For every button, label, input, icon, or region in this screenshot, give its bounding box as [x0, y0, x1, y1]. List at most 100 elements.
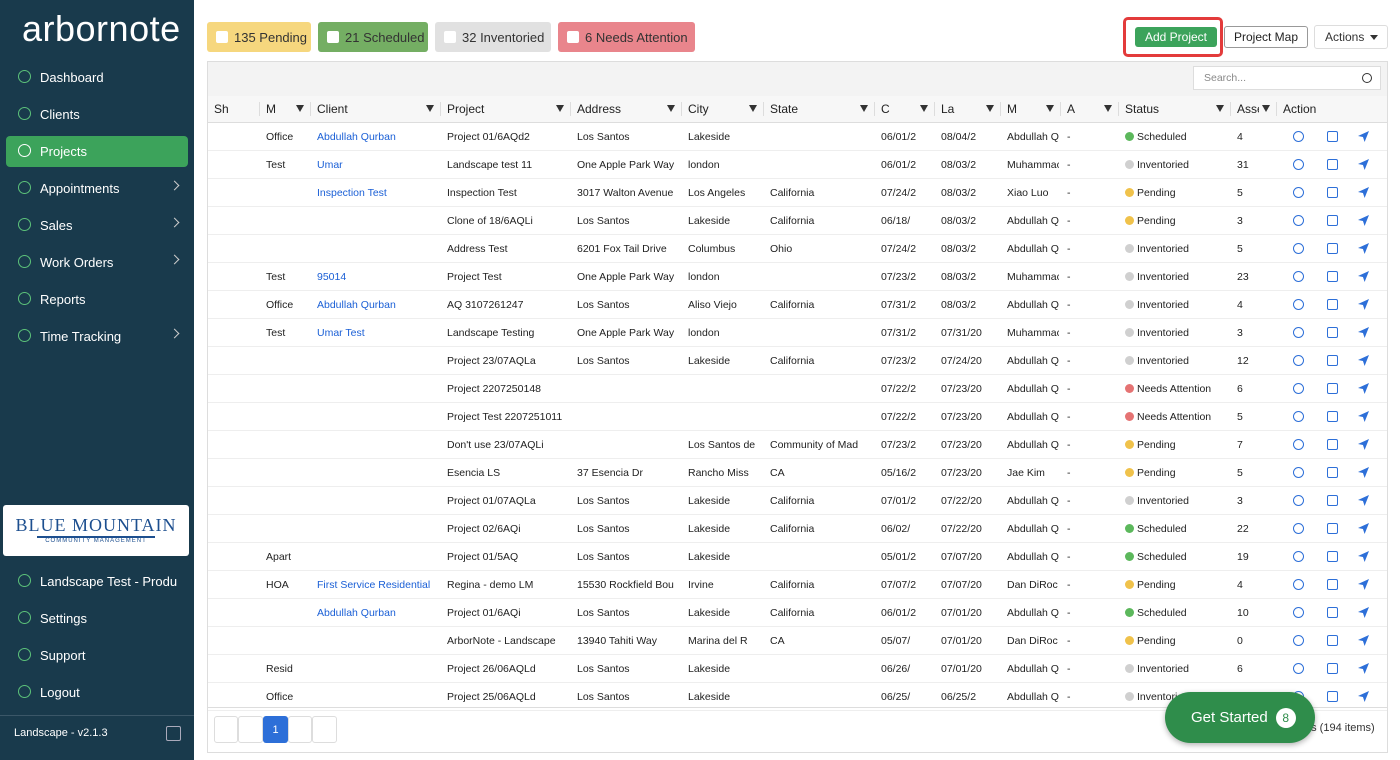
view-icon[interactable] — [1293, 131, 1304, 142]
schedule-icon[interactable] — [1327, 131, 1338, 142]
view-icon[interactable] — [1293, 523, 1304, 534]
view-icon[interactable] — [1293, 439, 1304, 450]
nav-item[interactable]: Clients — [6, 99, 188, 130]
column-header[interactable]: Asse — [1237, 102, 1259, 116]
client-link[interactable]: Abdullah Qurban — [317, 131, 396, 143]
view-icon[interactable] — [1293, 607, 1304, 618]
schedule-icon[interactable] — [1327, 243, 1338, 254]
schedule-icon[interactable] — [1327, 411, 1338, 422]
send-icon[interactable] — [1358, 495, 1369, 506]
schedule-icon[interactable] — [1327, 467, 1338, 478]
schedule-icon[interactable] — [1327, 159, 1338, 170]
send-icon[interactable] — [1358, 187, 1369, 198]
view-icon[interactable] — [1293, 215, 1304, 226]
schedule-icon[interactable] — [1327, 271, 1338, 282]
nav-item[interactable]: Support — [6, 640, 188, 671]
filter-icon[interactable] — [986, 105, 994, 112]
schedule-icon[interactable] — [1327, 299, 1338, 310]
send-icon[interactable] — [1358, 691, 1369, 702]
filter-icon[interactable] — [749, 105, 757, 112]
send-icon[interactable] — [1358, 383, 1369, 394]
send-icon[interactable] — [1358, 579, 1369, 590]
client-link[interactable]: Abdullah Qurban — [317, 299, 396, 311]
column-header[interactable]: Sh — [214, 102, 229, 116]
filter-icon[interactable] — [667, 105, 675, 112]
status-filter[interactable]: 32 Inventoried — [435, 22, 551, 52]
send-icon[interactable] — [1358, 607, 1369, 618]
schedule-icon[interactable] — [1327, 551, 1338, 562]
view-icon[interactable] — [1293, 383, 1304, 394]
nav-item[interactable]: Projects — [6, 136, 188, 167]
column-header[interactable]: Address — [577, 102, 622, 116]
nav-item[interactable]: Time Tracking — [6, 321, 188, 352]
get-started-button[interactable]: Get Started 8 — [1165, 692, 1315, 743]
actions-button[interactable]: Actions — [1314, 25, 1388, 49]
nav-item[interactable]: Work Orders — [6, 247, 188, 278]
send-icon[interactable] — [1358, 635, 1369, 646]
pager-first[interactable] — [214, 716, 238, 743]
view-icon[interactable] — [1293, 663, 1304, 674]
view-icon[interactable] — [1293, 411, 1304, 422]
filter-icon[interactable] — [920, 105, 928, 112]
collapse-button[interactable] — [166, 726, 181, 741]
pager-last[interactable] — [312, 716, 337, 743]
send-icon[interactable] — [1358, 439, 1369, 450]
filter-icon[interactable] — [556, 105, 564, 112]
view-icon[interactable] — [1293, 299, 1304, 310]
send-icon[interactable] — [1358, 411, 1369, 422]
view-icon[interactable] — [1293, 271, 1304, 282]
filter-icon[interactable] — [1104, 105, 1112, 112]
column-header[interactable]: Status — [1125, 102, 1160, 116]
column-header[interactable]: M — [266, 102, 276, 116]
view-icon[interactable] — [1293, 635, 1304, 646]
add-project-button[interactable]: Add Project — [1135, 27, 1217, 47]
pager-next[interactable] — [288, 716, 312, 743]
nav-item[interactable]: Reports — [6, 284, 188, 315]
schedule-icon[interactable] — [1327, 663, 1338, 674]
pager-page[interactable]: 1 — [263, 716, 288, 743]
view-icon[interactable] — [1293, 327, 1304, 338]
pager-prev[interactable] — [238, 716, 263, 743]
schedule-icon[interactable] — [1327, 187, 1338, 198]
nav-item[interactable]: Dashboard — [6, 62, 188, 93]
filter-icon[interactable] — [860, 105, 868, 112]
schedule-icon[interactable] — [1327, 383, 1338, 394]
view-icon[interactable] — [1293, 579, 1304, 590]
column-header[interactable]: M — [1007, 102, 1017, 116]
status-filter[interactable]: 6 Needs Attention — [558, 22, 695, 52]
view-icon[interactable] — [1293, 159, 1304, 170]
send-icon[interactable] — [1358, 523, 1369, 534]
send-icon[interactable] — [1358, 159, 1369, 170]
company-switcher[interactable]: Landscape Test - Produ — [6, 566, 188, 597]
client-link[interactable]: Inspection Test — [317, 187, 387, 199]
schedule-icon[interactable] — [1327, 439, 1338, 450]
logo[interactable]: arbornote — [22, 8, 181, 49]
status-filter[interactable]: 135 Pending — [207, 22, 311, 52]
client-link[interactable]: First Service Residential — [317, 579, 431, 591]
send-icon[interactable] — [1358, 215, 1369, 226]
send-icon[interactable] — [1358, 355, 1369, 366]
view-icon[interactable] — [1293, 495, 1304, 506]
view-icon[interactable] — [1293, 355, 1304, 366]
column-header[interactable]: Client — [317, 102, 348, 116]
client-link[interactable]: Umar Test — [317, 327, 365, 339]
nav-item[interactable]: Appointments — [6, 173, 188, 204]
send-icon[interactable] — [1358, 131, 1369, 142]
view-icon[interactable] — [1293, 551, 1304, 562]
schedule-icon[interactable] — [1327, 355, 1338, 366]
send-icon[interactable] — [1358, 299, 1369, 310]
nav-item[interactable]: Settings — [6, 603, 188, 634]
schedule-icon[interactable] — [1327, 215, 1338, 226]
filter-icon[interactable] — [426, 105, 434, 112]
column-header[interactable]: A — [1067, 102, 1076, 116]
send-icon[interactable] — [1358, 663, 1369, 674]
client-link[interactable]: 95014 — [317, 271, 347, 283]
filter-icon[interactable] — [1262, 105, 1270, 112]
schedule-icon[interactable] — [1327, 691, 1338, 702]
filter-icon[interactable] — [296, 105, 304, 112]
filter-icon[interactable] — [1046, 105, 1054, 112]
client-link[interactable]: Umar — [317, 159, 343, 171]
view-icon[interactable] — [1293, 243, 1304, 254]
send-icon[interactable] — [1358, 271, 1369, 282]
send-icon[interactable] — [1358, 243, 1369, 254]
